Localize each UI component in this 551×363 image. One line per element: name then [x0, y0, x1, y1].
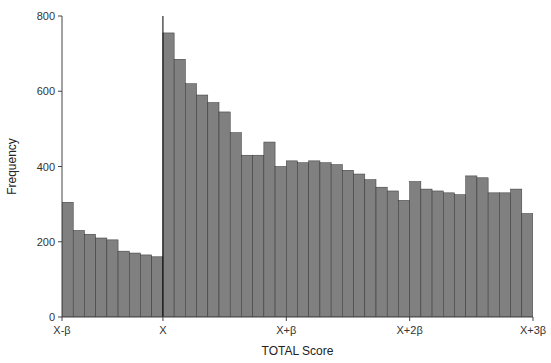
bar — [174, 59, 185, 317]
bar — [410, 182, 421, 317]
bar — [342, 170, 353, 317]
x-tick-label: X+2β — [397, 324, 423, 336]
bar — [387, 191, 398, 317]
bar — [264, 142, 275, 317]
bar — [230, 133, 241, 317]
bar — [253, 155, 264, 317]
y-tick — [58, 91, 62, 92]
chart-container: 0 200 400 600 800 X-β X X+β X+2β X+3β TOTAL Score F… — [0, 0, 551, 363]
y-tick-label: 600 — [37, 85, 55, 97]
bar — [488, 193, 499, 317]
y-tick — [58, 16, 62, 17]
y-tick-label: 200 — [37, 236, 55, 248]
bar — [141, 255, 152, 317]
bar — [511, 189, 522, 317]
x-tick-label: X-β — [53, 324, 70, 336]
x-tick-label: X — [159, 324, 167, 336]
bar — [466, 176, 477, 317]
bar — [152, 257, 163, 317]
bar — [84, 234, 95, 317]
threshold-line — [162, 16, 163, 317]
bar — [96, 238, 107, 317]
bar — [455, 195, 466, 317]
y-tick-label: 400 — [37, 161, 55, 173]
bar — [241, 155, 252, 317]
bar — [477, 178, 488, 317]
bar — [275, 167, 286, 318]
y-tick — [58, 317, 62, 318]
bar — [197, 95, 208, 317]
bar — [309, 161, 320, 317]
bar — [118, 251, 129, 317]
bar — [185, 84, 196, 317]
bar — [219, 112, 230, 317]
bar — [62, 202, 73, 317]
bar — [107, 240, 118, 317]
bar — [365, 180, 376, 317]
x-tick — [533, 317, 534, 321]
bar — [320, 163, 331, 317]
bar — [376, 187, 387, 317]
bar — [398, 200, 409, 317]
bar — [499, 193, 510, 317]
x-tick-label: X+β — [276, 324, 296, 336]
bar — [354, 174, 365, 317]
bar — [443, 193, 454, 317]
bar — [208, 103, 219, 317]
bar — [73, 230, 84, 317]
x-axis-label: TOTAL Score — [262, 344, 334, 358]
y-tick — [58, 241, 62, 242]
x-tick — [62, 317, 63, 321]
x-tick — [162, 317, 163, 321]
x-tick-label: X+3β — [520, 324, 546, 336]
y-tick-label: 0 — [49, 311, 55, 323]
bar — [522, 214, 533, 317]
bar — [421, 189, 432, 317]
bar — [286, 161, 297, 317]
bars — [62, 16, 533, 317]
bar — [298, 163, 309, 317]
bar — [432, 191, 443, 317]
x-tick — [409, 317, 410, 321]
chart: 0 200 400 600 800 X-β X X+β X+2β X+3β TOTAL Score F… — [0, 0, 551, 363]
bar — [331, 165, 342, 317]
y-tick-label: 800 — [37, 10, 55, 22]
bar — [163, 33, 174, 317]
x-axis-line — [62, 317, 533, 318]
bar — [129, 253, 140, 317]
x-tick — [286, 317, 287, 321]
y-axis-label: Frequency — [5, 138, 19, 195]
y-tick — [58, 166, 62, 167]
